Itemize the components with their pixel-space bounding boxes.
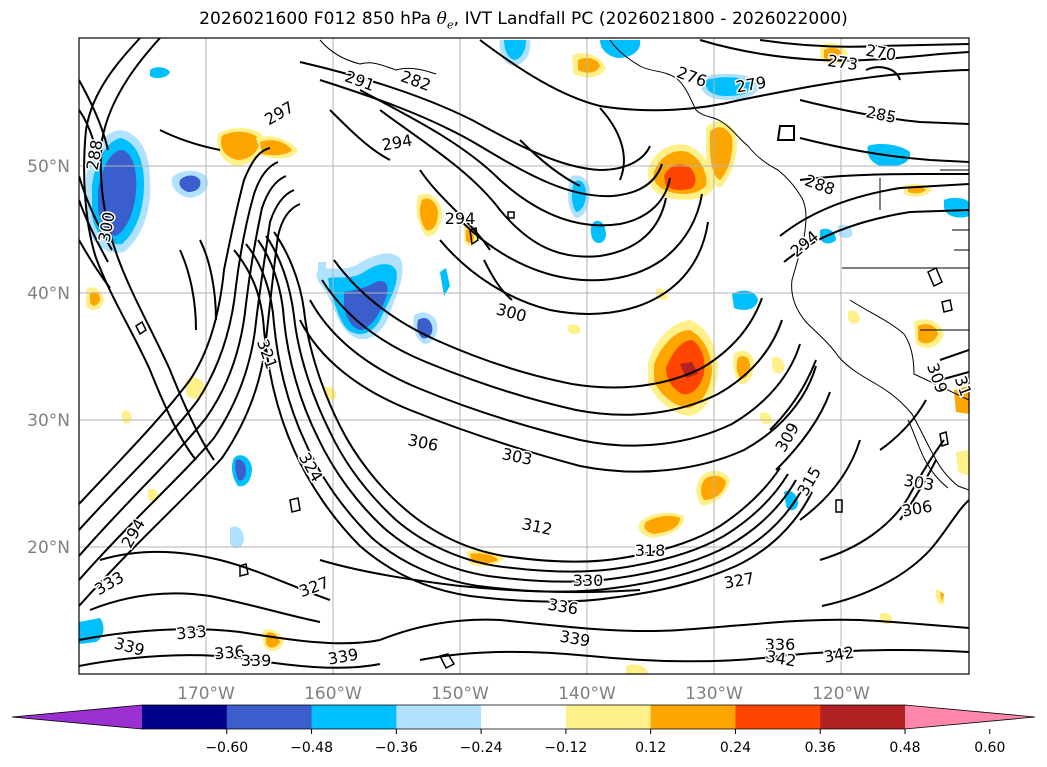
colorbar-tick-label: −0.48 — [290, 740, 333, 756]
coastline — [319, 39, 969, 491]
colorbar-tick-label: 0.12 — [635, 740, 666, 756]
contour-label: 273 — [826, 51, 859, 74]
latitude-label: 50°N — [27, 157, 70, 177]
colorbar-tick-label: −0.60 — [205, 740, 248, 756]
contour-label: 333 — [175, 622, 207, 644]
contour-label: 336 — [765, 635, 796, 654]
graticule-grid — [79, 38, 969, 674]
longitude-label: 130°W — [685, 684, 743, 704]
contour-label: 318 — [635, 541, 666, 560]
colorbar-extend-high — [905, 705, 1035, 729]
longitude-label: 120°W — [812, 684, 870, 704]
map-frame — [78, 37, 970, 675]
colorbar-swatch — [820, 705, 906, 729]
colorbar-swatch — [735, 705, 821, 729]
colorbar-swatch — [311, 705, 397, 729]
colorbar-swatch — [565, 705, 652, 729]
theta-e-contours — [79, 38, 969, 669]
colorbar-tick-label: −0.36 — [375, 740, 418, 756]
latitude-label: 40°N — [27, 284, 70, 304]
colorbar-swatch — [650, 705, 736, 729]
contour-label: 330 — [573, 571, 604, 590]
colorbar-tick-label: 0.60 — [974, 740, 1005, 756]
colorbar-swatch — [226, 705, 313, 729]
small-closed-contours — [135, 211, 953, 670]
colorbar-extend-low — [12, 705, 142, 729]
longitude-label: 150°W — [431, 684, 489, 704]
longitude-label: 160°W — [304, 684, 362, 704]
map-area — [79, 38, 969, 674]
contour-label: 294 — [445, 209, 476, 228]
colorbar-tick-label: 0.24 — [720, 740, 751, 756]
colorbar-tick-label: 0.36 — [805, 740, 836, 756]
colorbar-swatch — [142, 705, 228, 729]
longitude-labels: 170°W 160°W 150°W 140°W 130°W 120°W — [177, 684, 870, 704]
contour-label: 336 — [213, 642, 245, 664]
colorbar-swatch — [396, 705, 482, 729]
colorbar-tick-label: 0.48 — [889, 740, 920, 756]
latitude-labels: 50°N 40°N 30°N 20°N — [27, 157, 70, 558]
longitude-label: 140°W — [558, 684, 616, 704]
map-title: 2026021600 F012 850 hPa θe, IVT Landfall… — [199, 9, 848, 32]
colorbar: −0.60 −0.48 −0.36 −0.24 −0.12 0.12 0.24 0.36 0.4… — [11, 704, 1036, 756]
contour-label: 339 — [241, 651, 272, 670]
colorbar-tick-label: −0.12 — [544, 740, 587, 756]
latitude-label: 20°N — [27, 538, 70, 558]
longitude-label: 170°W — [177, 684, 235, 704]
colorbar-swatch — [481, 705, 567, 729]
latitude-label: 30°N — [27, 411, 70, 431]
colorbar-tick-label: −0.24 — [460, 740, 503, 756]
